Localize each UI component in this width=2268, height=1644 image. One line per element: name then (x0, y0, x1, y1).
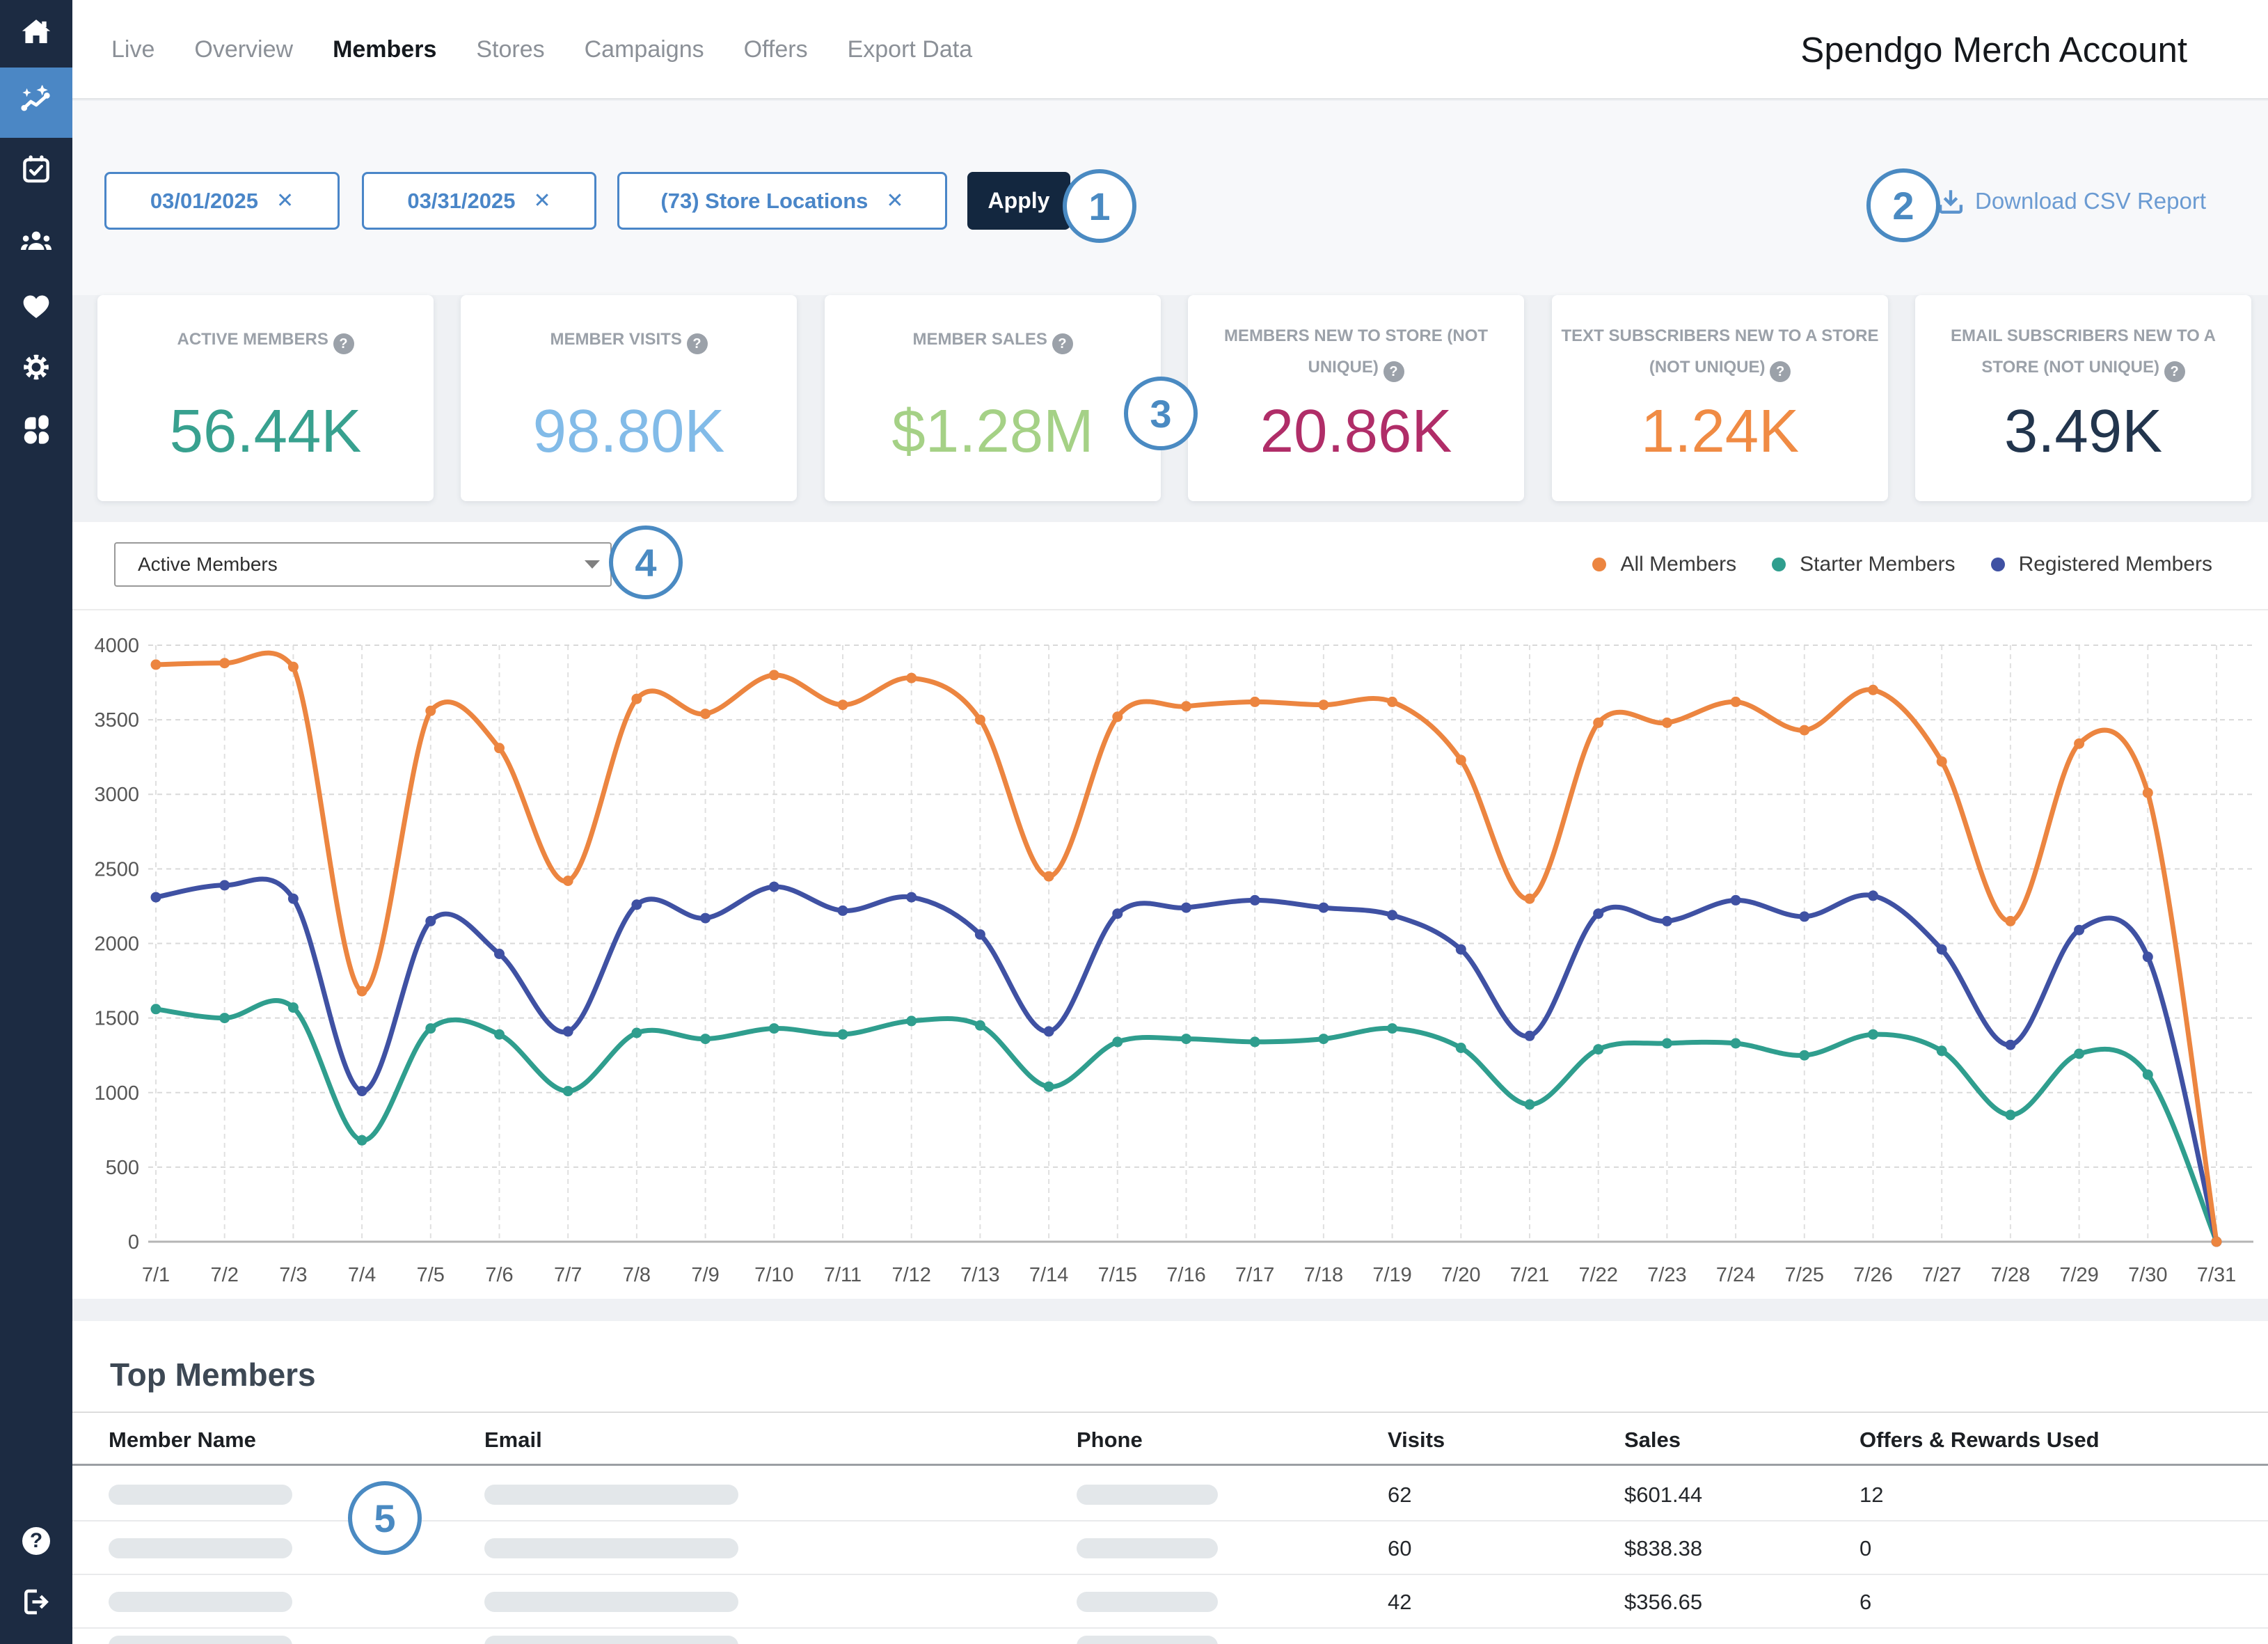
svg-text:7/9: 7/9 (691, 1264, 719, 1286)
svg-text:7/10: 7/10 (754, 1264, 793, 1286)
svg-text:4000: 4000 (94, 635, 139, 657)
svg-text:7/4: 7/4 (348, 1264, 376, 1286)
svg-text:7/25: 7/25 (1785, 1264, 1824, 1286)
svg-text:7/12: 7/12 (891, 1264, 930, 1286)
svg-text:7/30: 7/30 (2128, 1264, 2167, 1286)
svg-text:7/24: 7/24 (1716, 1264, 1755, 1286)
svg-text:500: 500 (106, 1157, 139, 1179)
svg-text:7/5: 7/5 (417, 1264, 445, 1286)
svg-text:7/18: 7/18 (1304, 1264, 1343, 1286)
svg-text:7/6: 7/6 (485, 1264, 513, 1286)
svg-text:7/2: 7/2 (211, 1264, 239, 1286)
svg-text:0: 0 (128, 1231, 139, 1254)
svg-text:7/17: 7/17 (1235, 1264, 1274, 1286)
svg-text:7/11: 7/11 (824, 1264, 862, 1286)
svg-text:7/3: 7/3 (279, 1264, 307, 1286)
svg-text:2000: 2000 (94, 933, 139, 956)
svg-text:7/7: 7/7 (554, 1264, 582, 1286)
svg-text:7/16: 7/16 (1166, 1264, 1205, 1286)
svg-text:7/31: 7/31 (2197, 1264, 2236, 1286)
svg-text:3000: 3000 (94, 784, 139, 806)
svg-text:7/26: 7/26 (1853, 1264, 1892, 1286)
svg-text:7/20: 7/20 (1441, 1264, 1480, 1286)
svg-text:7/21: 7/21 (1510, 1264, 1549, 1286)
svg-text:7/28: 7/28 (1991, 1264, 2030, 1286)
svg-text:7/23: 7/23 (1647, 1264, 1686, 1286)
svg-text:7/13: 7/13 (960, 1264, 999, 1286)
svg-text:7/8: 7/8 (623, 1264, 651, 1286)
svg-text:7/22: 7/22 (1578, 1264, 1617, 1286)
svg-text:7/15: 7/15 (1098, 1264, 1137, 1286)
svg-text:1500: 1500 (94, 1008, 139, 1030)
svg-text:7/29: 7/29 (2059, 1264, 2098, 1286)
svg-text:7/27: 7/27 (1922, 1264, 1961, 1286)
svg-text:1000: 1000 (94, 1082, 139, 1105)
svg-text:7/1: 7/1 (142, 1264, 170, 1286)
svg-text:7/14: 7/14 (1029, 1264, 1068, 1286)
svg-text:7/19: 7/19 (1372, 1264, 1411, 1286)
svg-text:2500: 2500 (94, 858, 139, 880)
svg-text:3500: 3500 (94, 709, 139, 732)
